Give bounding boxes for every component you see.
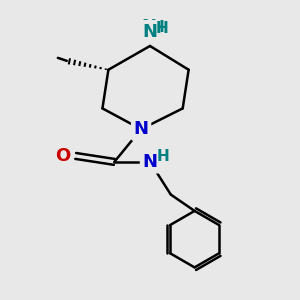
Text: N: N bbox=[142, 153, 158, 171]
Text: O: O bbox=[55, 147, 70, 165]
Text: N: N bbox=[134, 120, 148, 138]
Text: H: H bbox=[152, 20, 165, 35]
Text: N: N bbox=[138, 20, 153, 38]
Text: H: H bbox=[156, 21, 169, 36]
Text: N: N bbox=[142, 22, 158, 40]
Text: N: N bbox=[141, 19, 156, 37]
Text: H: H bbox=[157, 149, 170, 164]
